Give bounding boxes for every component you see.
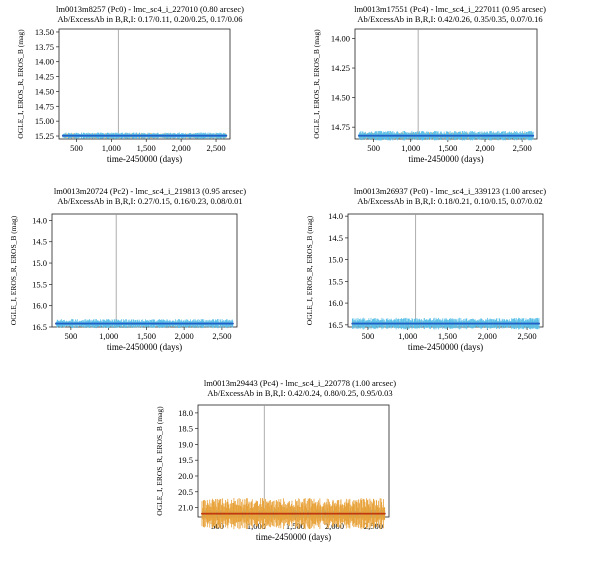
y-tick-label: 15.5 [328,276,343,286]
light-curve-plot: 500 1,000 1,500 2,000 2,500 14.00 14.25 14.50 14… [312,28,538,164]
y-axis-label: OGLE_I, EROS_R, EROS_B (mag) [312,29,321,139]
data-point [231,322,234,325]
y-tick-label: 14.0 [32,215,47,225]
x-axis-label: time-2450000 (days) [408,154,483,164]
y-tick-label: 13.50 [35,27,54,37]
series-eros-b [55,319,234,329]
panel-subtitle: Ab/ExcessAb in B,R,I: 0.17/0.11, 0.20/0.… [57,14,243,24]
series-eros-b [357,130,535,141]
x-tick-label: 1,500 [438,331,457,341]
x-tick-label: 2,000 [475,143,494,153]
series-eros-b [62,132,228,139]
x-tick-label: 1,500 [137,143,156,153]
y-tick-label: 15.0 [328,255,343,265]
x-tick-label: 2,500 [513,143,532,153]
y-tick-label: 13.75 [35,42,54,52]
x-tick-label: 1,000 [102,143,121,153]
y-tick-label: 16.5 [32,322,47,332]
x-tick-label: 2,500 [206,143,225,153]
y-tick-label: 14.25 [331,63,350,73]
y-tick-label: 14.25 [35,72,54,82]
panel-subtitle: Ab/ExcessAb in B,R,I: 0.42/0.26, 0.35/0.… [357,14,543,24]
x-tick-label: 2,000 [175,331,194,341]
y-tick-label: 14.00 [331,33,350,43]
x-tick-label: 500 [367,143,380,153]
y-tick-label: 14.00 [35,57,54,67]
panel-subtitle: Ab/ExcessAb in B,R,I: 0.27/0.15, 0.16/0.… [57,196,243,206]
x-tick-label: 1,500 [137,331,156,341]
x-tick-label: 500 [362,331,375,341]
y-tick-label: 15.25 [35,131,54,141]
plot-frame [347,213,544,328]
y-tick-label: 16.0 [32,301,47,311]
plot-frame [58,28,231,140]
y-tick-label: 15.0 [32,258,47,268]
x-tick-label: 2,000 [478,331,497,341]
x-tick-label: 500 [70,143,83,153]
panel-title: lm0013m26937 (Pc0) - lmc_sc4_i_339123 (1… [353,186,547,196]
plot-frame [354,28,538,140]
x-axis-label: time-2450000 (days) [107,154,182,164]
y-tick-label: 14.75 [35,101,54,111]
data-point [532,134,535,137]
x-tick-label: 2,500 [212,331,231,341]
x-tick-label: 1,000 [401,143,420,153]
light-curve-plot: 500 1,000 1,500 2,000 2,500 13.50 13.75 14.00 14… [16,27,231,164]
light-curve-plot: 500 1,000 1,500 2,000 2,500 14.0 14.5 15.0 15.5 1… [9,213,238,352]
x-axis-label: time-2450000 (days) [107,342,182,352]
y-tick-label: 14.5 [32,237,47,247]
y-tick-label: 15.00 [35,116,54,126]
y-tick-label: 15.5 [32,279,47,289]
y-tick-label: 14.75 [331,122,350,132]
x-tick-label: 2,000 [172,143,191,153]
y-tick-label: 14.50 [35,86,54,96]
plot-frame [51,213,238,328]
x-tick-label: 500 [65,331,78,341]
panel-title: lm0013m8257 (Pc0) - lmc_sc4_i_227010 (0.… [56,4,244,14]
y-tick-label: 14.0 [328,211,343,221]
panel-title: lm0013m17551 (Pc4) - lmc_sc4_i_227011 (0… [354,4,546,14]
panel-4: lm0013m26937 (Pc0) - lmc_sc4_i_339123 (1… [300,183,600,373]
x-tick-label: 1,000 [398,331,417,341]
x-tick-label: 1,500 [438,143,457,153]
y-axis-label: OGLE_I, EROS_R, EROS_B (mag) [9,215,18,325]
y-axis-label: OGLE_I, EROS_R, EROS_B (mag) [305,215,314,325]
y-tick-label: 16.0 [328,298,343,308]
y-tick-label: 14.50 [331,93,350,103]
y-tick-label: 14.5 [328,233,343,243]
panel-title: lm0013m20724 (Pc2) - lmc_sc4_i_219813 (0… [53,186,247,196]
y-axis-label: OGLE_I, EROS_R, EROS_B (mag) [16,29,25,139]
data-point [225,134,228,137]
panel-1: lm0013m8257 (Pc0) - lmc_sc4_i_227010 (0.… [0,0,300,183]
panel-3: lm0013m20724 (Pc2) - lmc_sc4_i_219813 (0… [0,183,300,373]
x-axis-label: time-2450000 (days) [408,342,483,352]
x-tick-label: 1,000 [99,331,118,341]
panel-subtitle: Ab/ExcessAb in B,R,I: 0.18/0.21, 0.10/0.… [357,196,543,206]
x-tick-label: 2,500 [518,331,537,341]
y-tick-label: 16.5 [328,320,343,330]
panel-2: lm0013m17551 (Pc4) - lmc_sc4_i_227011 (0… [300,0,600,183]
light-curve-plot: 500 1,000 1,500 2,000 2,500 14.0 14.5 15.0 15.5 1… [305,211,544,352]
